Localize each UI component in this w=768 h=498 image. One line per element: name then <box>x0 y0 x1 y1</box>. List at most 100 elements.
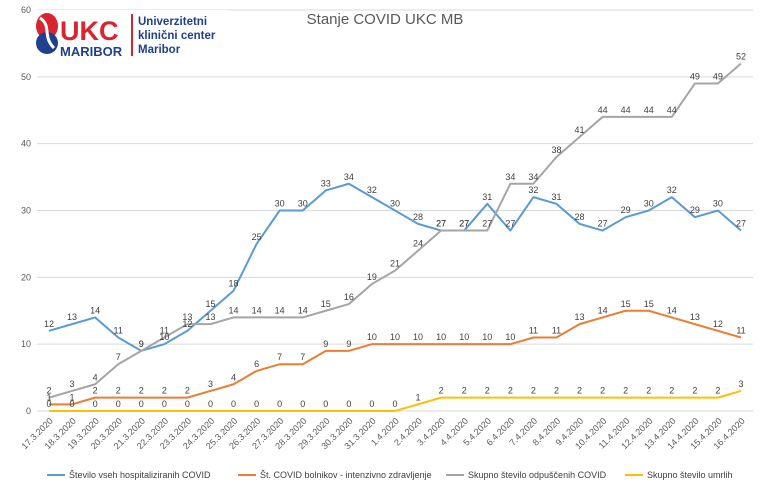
data-label: 44 <box>621 105 631 115</box>
y-axis-ticks: 0 10 20 30 40 50 60 <box>21 5 31 416</box>
data-label: 15 <box>644 299 654 309</box>
data-label: 14 <box>275 305 285 315</box>
data-label: 12 <box>182 319 192 329</box>
data-label: 0 <box>70 399 75 409</box>
data-label: 0 <box>323 399 328 409</box>
data-label: 14 <box>90 305 100 315</box>
data-label: 12 <box>44 319 54 329</box>
data-label: 27 <box>436 219 446 229</box>
ukc-maribor-logo: UKC MARIBOR Univerzitetni klinični cente… <box>32 10 228 60</box>
data-label: 19 <box>367 272 377 282</box>
legend: Število vseh hospitaliziranih COVID Št. C… <box>47 470 733 480</box>
data-label: 1 <box>70 392 75 402</box>
data-label: 10 <box>436 332 446 342</box>
data-label: 13 <box>67 312 77 322</box>
data-label: 52 <box>736 51 746 61</box>
data-label: 27 <box>436 219 446 229</box>
data-label: 1 <box>416 392 421 402</box>
logo-line1: Univerzitetni <box>138 16 207 28</box>
data-label: 0 <box>93 399 98 409</box>
data-label: 2 <box>577 386 582 396</box>
data-label: 32 <box>367 185 377 195</box>
data-label: 21 <box>390 259 400 269</box>
data-label: 2 <box>116 386 121 396</box>
data-label: 44 <box>644 105 654 115</box>
data-label: 2 <box>554 386 559 396</box>
y-tick-label: 40 <box>21 139 31 149</box>
series-line-1 <box>48 182 742 352</box>
data-label: 6 <box>254 359 259 369</box>
data-label: 12 <box>713 319 723 329</box>
data-label: 49 <box>690 72 700 82</box>
data-label: 14 <box>598 305 608 315</box>
data-label: 44 <box>667 105 677 115</box>
data-label: 2 <box>162 386 167 396</box>
data-label: 27 <box>598 219 608 229</box>
data-label: 30 <box>713 199 723 209</box>
data-label: 11 <box>552 325 561 335</box>
logo-emblem-icon <box>36 13 58 54</box>
series-line-4 <box>49 389 742 412</box>
data-label: 9 <box>323 339 328 349</box>
data-label: 32 <box>667 185 677 195</box>
data-label: 7 <box>116 352 121 362</box>
y-tick-label: 0 <box>26 406 31 416</box>
data-label: 25 <box>252 232 262 242</box>
data-label: 9 <box>139 339 144 349</box>
data-label: 3 <box>70 379 75 389</box>
logo-line2: klinični center <box>138 30 216 42</box>
data-label: 0 <box>254 399 259 409</box>
data-label: 10 <box>482 332 492 342</box>
data-label: 34 <box>528 172 538 182</box>
data-label: 7 <box>277 352 282 362</box>
data-label: 10 <box>390 332 400 342</box>
data-label: 2 <box>623 386 628 396</box>
logo-background <box>32 10 228 60</box>
data-label: 13 <box>575 312 585 322</box>
data-label: 10 <box>159 332 169 342</box>
chart-title: Stanje COVID UKC MB <box>307 11 464 28</box>
data-label: 2 <box>185 386 190 396</box>
data-label: 30 <box>275 199 285 209</box>
data-label: 49 <box>713 72 723 82</box>
data-label: 2 <box>600 386 605 396</box>
data-label: 2 <box>139 386 144 396</box>
data-label: 29 <box>690 205 700 215</box>
data-label: 15 <box>205 299 215 309</box>
data-label: 0 <box>300 399 305 409</box>
data-label: 38 <box>551 145 561 155</box>
data-label: 7 <box>300 352 305 362</box>
series-line-2 <box>49 309 742 406</box>
y-tick-label: 30 <box>21 206 31 216</box>
data-label: 2 <box>692 386 697 396</box>
legend-entry: Skupno število odpuščenih COVID <box>468 470 607 480</box>
data-label: 30 <box>298 199 308 209</box>
data-label: 0 <box>46 399 51 409</box>
data-label: 44 <box>598 105 608 115</box>
data-label: 11 <box>736 325 745 335</box>
data-label: 24 <box>413 239 423 249</box>
data-label: 0 <box>116 399 121 409</box>
data-label: 27 <box>505 219 515 229</box>
data-label: 0 <box>162 399 167 409</box>
data-label: 9 <box>139 339 144 349</box>
data-label: 11 <box>529 325 538 335</box>
data-label: 2 <box>669 386 674 396</box>
data-label: 33 <box>321 178 331 188</box>
data-label: 9 <box>346 339 351 349</box>
data-label: 2 <box>462 386 467 396</box>
legend-entry: Število vseh hospitaliziranih COVID <box>69 470 211 480</box>
data-label: 10 <box>367 332 377 342</box>
y-tick-label: 60 <box>21 5 31 15</box>
data-label: 0 <box>369 399 374 409</box>
series-line-3 <box>48 62 742 399</box>
data-label: 2 <box>93 386 98 396</box>
data-label: 3 <box>738 379 743 389</box>
data-label: 2 <box>485 386 490 396</box>
data-label: 27 <box>459 219 469 229</box>
data-label: 0 <box>185 399 190 409</box>
data-label: 11 <box>114 325 123 335</box>
data-label: 13 <box>690 312 700 322</box>
data-label: 29 <box>621 205 631 215</box>
